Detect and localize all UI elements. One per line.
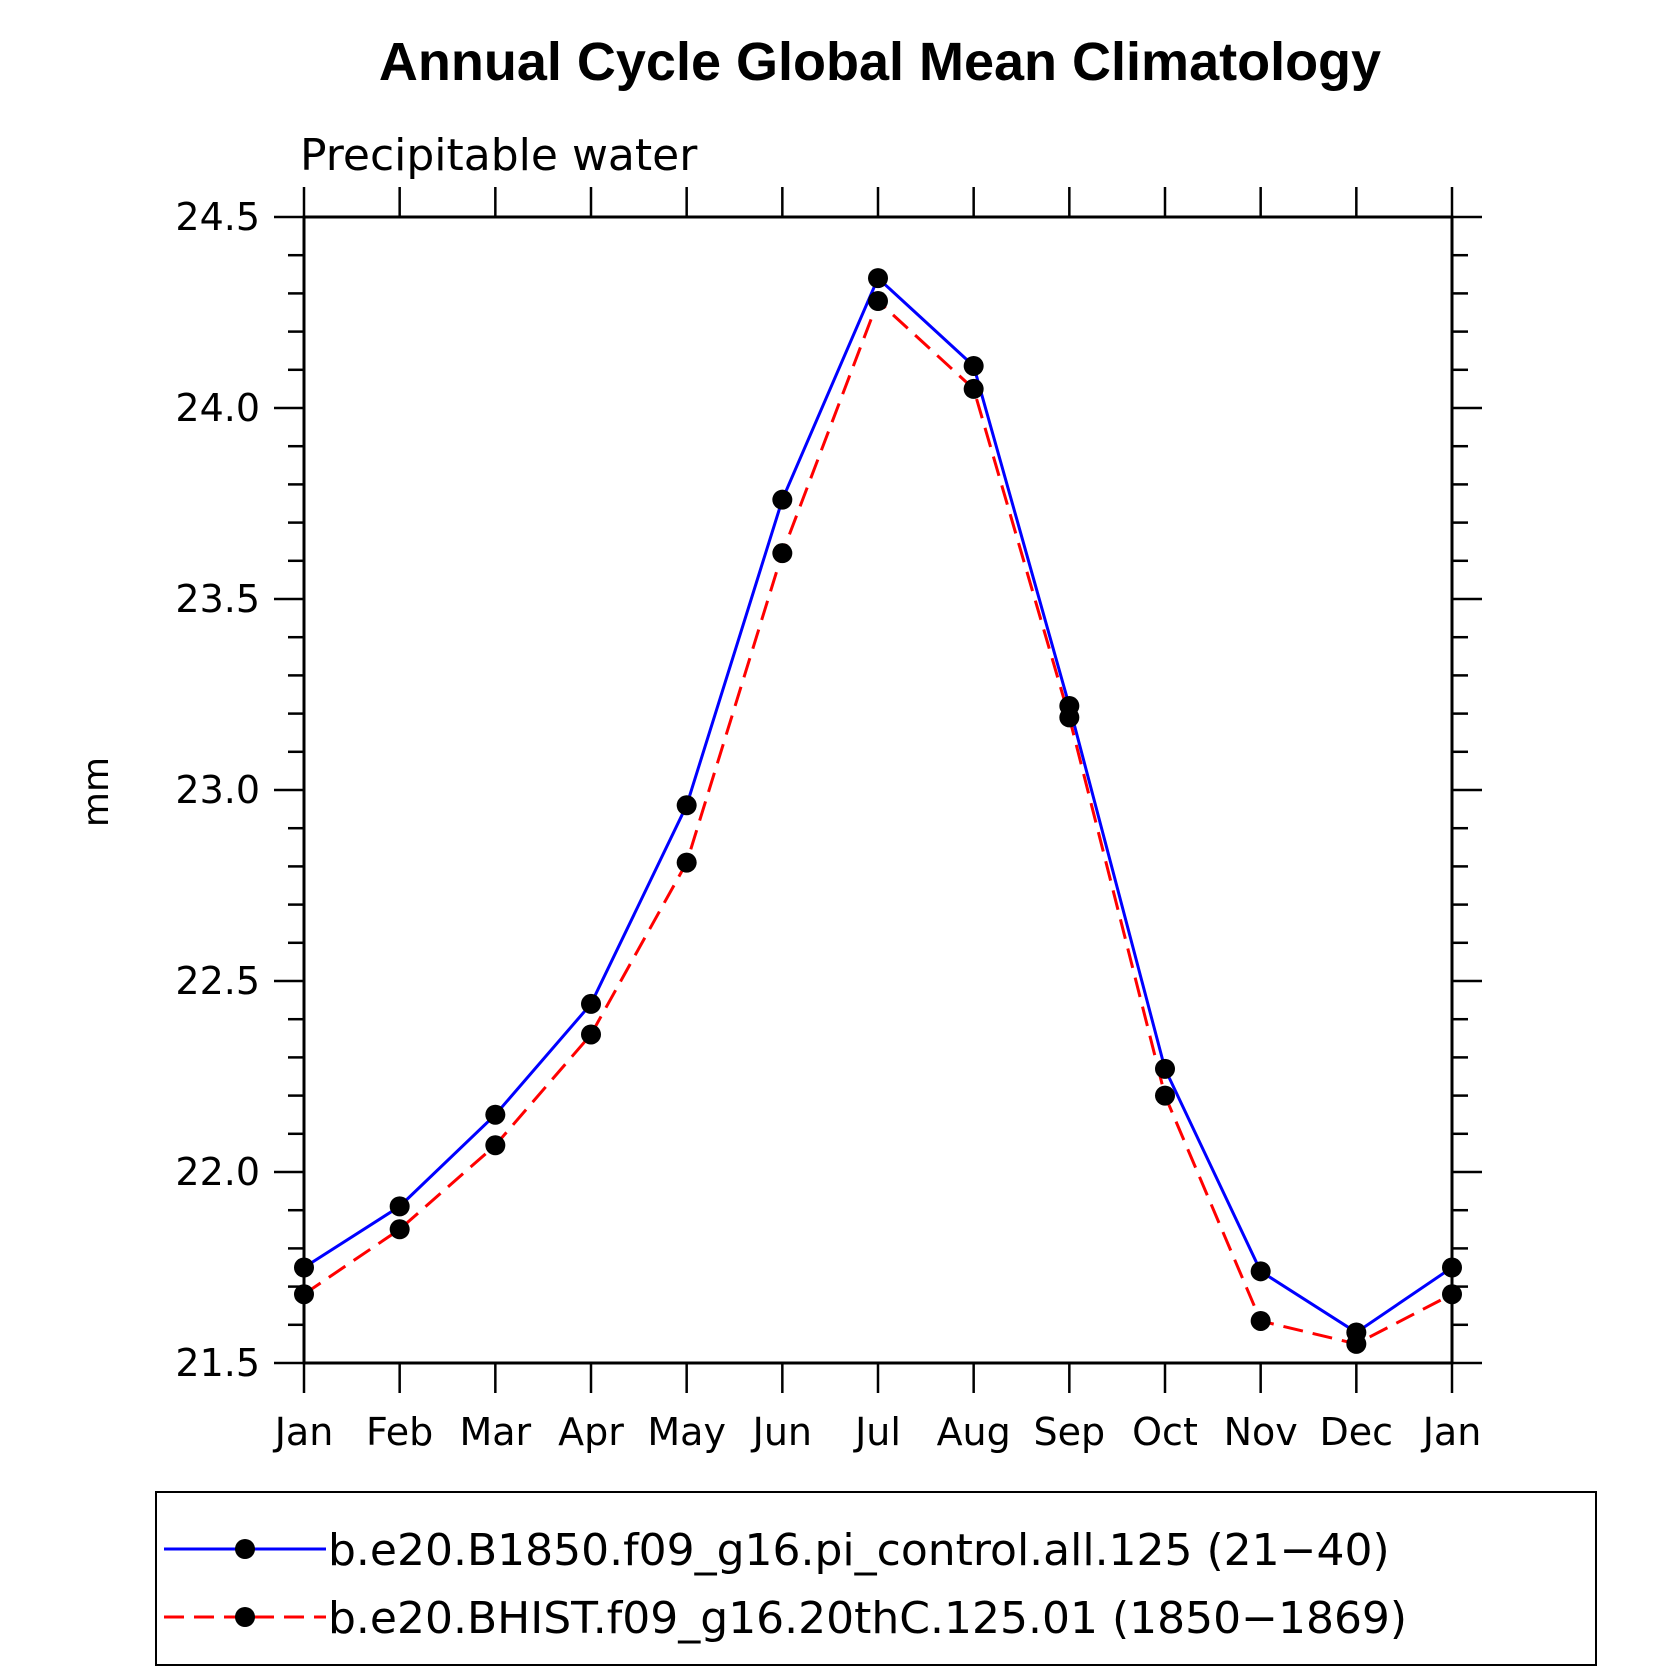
y-tick-label: 22.0 [175,1150,260,1194]
x-tick-label: Jan [273,1410,334,1454]
y-tick-label: 22.5 [175,959,260,1003]
data-point [581,993,601,1014]
legend-marker [235,1539,255,1559]
x-tick-label: Nov [1224,1410,1298,1454]
y-axis-label: mm [76,757,117,827]
y-tick-label: 21.5 [175,1341,260,1385]
data-point [1250,1310,1271,1331]
data-point [485,1135,506,1156]
data-point [868,291,888,312]
data-point [581,1024,601,1045]
legend-marker [235,1607,255,1627]
x-tick-label: Jul [853,1410,901,1454]
data-point [389,1219,410,1240]
data-point [772,489,793,510]
x-tick-label: Jan [1421,1410,1482,1454]
y-tick-label: 24.0 [175,386,260,430]
x-tick-label: May [647,1410,726,1454]
x-tick-label: Jun [751,1410,812,1454]
x-tick-label: Feb [366,1410,433,1454]
data-point [1059,707,1080,728]
series-line-bhist [303,298,1453,1346]
series-line-b1850 [303,275,1453,1335]
y-tick-label: 24.5 [175,195,260,239]
x-tick-labels: Jan Feb Mar Apr May Jun Jul Aug Sep Oct Nov Dec Jan [273,1410,1482,1454]
data-point [1250,1261,1271,1282]
x-tick-label: Sep [1034,1410,1106,1454]
y-tick-labels: 21.5 22.0 22.5 23.0 23.5 24.0 24.5 [175,195,260,1385]
x-tick-label: Dec [1320,1410,1394,1454]
legend-items: b.e20.B1850.f09_g16.pi_control.all.125 (… [164,1525,1407,1644]
data-point [1346,1333,1367,1354]
legend-label: b.e20.B1850.f09_g16.pi_control.all.125 (… [328,1525,1390,1576]
data-point [1155,1058,1175,1079]
legend-box [155,1491,1597,1666]
legend: b.e20.B1850.f09_g16.pi_control.all.125 (… [155,1491,1597,1666]
data-point [1442,1257,1462,1278]
data-point [294,1284,314,1305]
x-tick-label: Mar [459,1410,531,1454]
axis-ticks [274,187,1482,1393]
chart-subtitle: Precipitable water [300,130,698,181]
legend-label: b.e20.BHIST.f09_g16.20thC.125.01 (1850−1… [328,1593,1407,1644]
data-point [485,1104,506,1125]
x-tick-label: Oct [1132,1410,1198,1454]
data-point [294,1257,314,1278]
data-point [868,268,888,289]
x-tick-label: Apr [558,1410,624,1454]
data-point [963,378,984,399]
data-point [1442,1284,1462,1305]
data-point [676,852,697,873]
data-point [389,1196,410,1217]
series-layer [294,268,1462,1354]
x-tick-label: Aug [937,1410,1011,1454]
y-tick-label: 23.5 [175,577,260,621]
data-point [676,795,697,816]
data-point [1155,1085,1175,1106]
plot-area [302,215,1454,1365]
data-point [963,355,984,376]
chart-title: Annual Cycle Global Mean Climatology [379,32,1381,92]
y-tick-label: 23.0 [175,768,260,812]
data-point [772,543,793,564]
